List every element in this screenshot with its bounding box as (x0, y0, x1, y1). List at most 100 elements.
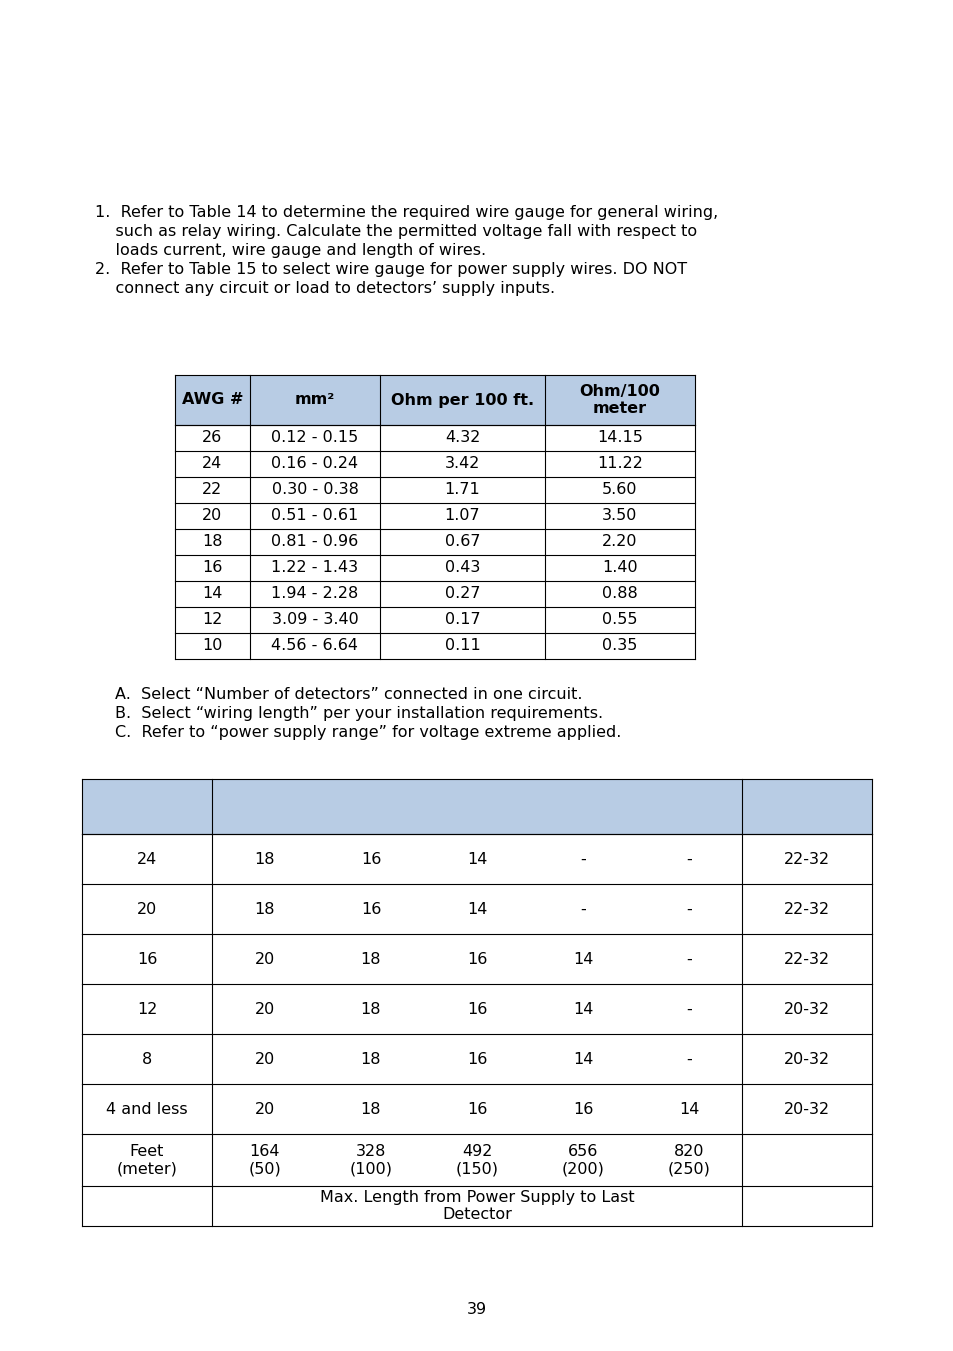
Text: B.  Select “wiring length” per your installation requirements.: B. Select “wiring length” per your insta… (115, 707, 602, 721)
Text: 1.71: 1.71 (444, 482, 480, 497)
Text: 20: 20 (202, 508, 222, 523)
Text: 12: 12 (136, 1001, 157, 1016)
Text: 656
(200): 656 (200) (561, 1144, 604, 1177)
Text: 4.32: 4.32 (444, 431, 479, 446)
Text: 2.20: 2.20 (601, 535, 638, 550)
Text: 26: 26 (202, 431, 222, 446)
Text: C.  Refer to “power supply range” for voltage extreme applied.: C. Refer to “power supply range” for vol… (115, 725, 620, 740)
Text: 14: 14 (572, 951, 593, 966)
Text: 20: 20 (254, 1101, 274, 1116)
Text: 16: 16 (360, 851, 381, 866)
Text: 0.16 - 0.24: 0.16 - 0.24 (272, 457, 358, 471)
Text: 16: 16 (466, 1001, 487, 1016)
Text: 492
(150): 492 (150) (455, 1144, 498, 1177)
Text: 24: 24 (202, 457, 222, 471)
Text: 0.17: 0.17 (444, 612, 479, 627)
Text: 16: 16 (136, 951, 157, 966)
Text: 20: 20 (136, 901, 157, 916)
Bar (741, 780, 871, 834)
Text: connect any circuit or load to detectors’ supply inputs.: connect any circuit or load to detectors… (95, 281, 555, 296)
Text: 14: 14 (466, 901, 487, 916)
Text: 820
(250): 820 (250) (667, 1144, 710, 1177)
Text: 1.22 - 1.43: 1.22 - 1.43 (272, 561, 358, 576)
Text: 14: 14 (679, 1101, 699, 1116)
Text: 4 and less: 4 and less (106, 1101, 188, 1116)
Text: 10: 10 (202, 639, 222, 654)
Text: 20: 20 (254, 1051, 274, 1066)
Text: 18: 18 (360, 951, 381, 966)
Text: 20: 20 (254, 951, 274, 966)
Text: 1.07: 1.07 (444, 508, 479, 523)
Text: 14: 14 (572, 1001, 593, 1016)
Text: 20-32: 20-32 (783, 1001, 829, 1016)
Text: 39: 39 (466, 1302, 487, 1317)
Text: 22: 22 (202, 482, 222, 497)
Text: 164
(50): 164 (50) (249, 1144, 281, 1177)
Text: 1.40: 1.40 (601, 561, 638, 576)
Text: 0.51 - 0.61: 0.51 - 0.61 (271, 508, 358, 523)
Bar (82, 780, 212, 834)
Bar (174, 376, 695, 426)
Text: 3.09 - 3.40: 3.09 - 3.40 (272, 612, 358, 627)
Text: 0.55: 0.55 (601, 612, 638, 627)
Text: 22-32: 22-32 (783, 901, 829, 916)
Text: 16: 16 (572, 1101, 593, 1116)
Text: 16: 16 (360, 901, 381, 916)
Text: 5.60: 5.60 (601, 482, 638, 497)
Text: 3.42: 3.42 (444, 457, 479, 471)
Text: 14: 14 (466, 851, 487, 866)
Text: -: - (685, 851, 691, 866)
Text: AWG #: AWG # (182, 393, 243, 408)
Text: A.  Select “Number of detectors” connected in one circuit.: A. Select “Number of detectors” connecte… (115, 688, 582, 703)
Text: Ohm/100
meter: Ohm/100 meter (579, 384, 659, 416)
Text: -: - (685, 1051, 691, 1066)
Text: loads current, wire gauge and length of wires.: loads current, wire gauge and length of … (95, 243, 486, 258)
Text: 14.15: 14.15 (597, 431, 642, 446)
Text: 20-32: 20-32 (783, 1051, 829, 1066)
Text: 14: 14 (202, 586, 222, 601)
Text: 14: 14 (572, 1051, 593, 1066)
Text: 0.11: 0.11 (444, 639, 480, 654)
Text: 22-32: 22-32 (783, 951, 829, 966)
Text: 16: 16 (466, 1051, 487, 1066)
Text: 0.81 - 0.96: 0.81 - 0.96 (271, 535, 358, 550)
Text: -: - (685, 1001, 691, 1016)
Text: 0.88: 0.88 (601, 586, 638, 601)
Text: Ohm per 100 ft.: Ohm per 100 ft. (391, 393, 534, 408)
Text: 11.22: 11.22 (597, 457, 642, 471)
Text: 18: 18 (360, 1101, 381, 1116)
Text: -: - (685, 951, 691, 966)
Text: 20-32: 20-32 (783, 1101, 829, 1116)
Text: 8: 8 (142, 1051, 152, 1066)
Bar (212, 780, 741, 834)
Text: Feet
(meter): Feet (meter) (116, 1144, 177, 1177)
Text: 0.27: 0.27 (444, 586, 479, 601)
Text: -: - (685, 901, 691, 916)
Text: 16: 16 (466, 1101, 487, 1116)
Text: Max. Length from Power Supply to Last
Detector: Max. Length from Power Supply to Last De… (319, 1190, 634, 1223)
Text: -: - (579, 851, 585, 866)
Text: 0.43: 0.43 (444, 561, 479, 576)
Text: 18: 18 (254, 851, 275, 866)
Text: 16: 16 (202, 561, 222, 576)
Text: mm²: mm² (294, 393, 335, 408)
Text: 1.94 - 2.28: 1.94 - 2.28 (271, 586, 358, 601)
Text: 328
(100): 328 (100) (349, 1144, 392, 1177)
Text: 0.35: 0.35 (601, 639, 637, 654)
Text: 18: 18 (360, 1001, 381, 1016)
Text: 0.67: 0.67 (444, 535, 479, 550)
Text: 4.56 - 6.64: 4.56 - 6.64 (272, 639, 358, 654)
Text: 24: 24 (136, 851, 157, 866)
Text: 18: 18 (202, 535, 222, 550)
Text: 16: 16 (466, 951, 487, 966)
Text: 3.50: 3.50 (601, 508, 637, 523)
Text: 18: 18 (254, 901, 275, 916)
Text: 1.  Refer to Table 14 to determine the required wire gauge for general wiring,: 1. Refer to Table 14 to determine the re… (95, 205, 718, 220)
Text: 0.30 - 0.38: 0.30 - 0.38 (272, 482, 358, 497)
Text: 12: 12 (202, 612, 222, 627)
Text: 22-32: 22-32 (783, 851, 829, 866)
Text: 20: 20 (254, 1001, 274, 1016)
Text: 0.12 - 0.15: 0.12 - 0.15 (271, 431, 358, 446)
Text: 2.  Refer to Table 15 to select wire gauge for power supply wires. DO NOT: 2. Refer to Table 15 to select wire gaug… (95, 262, 686, 277)
Text: -: - (579, 901, 585, 916)
